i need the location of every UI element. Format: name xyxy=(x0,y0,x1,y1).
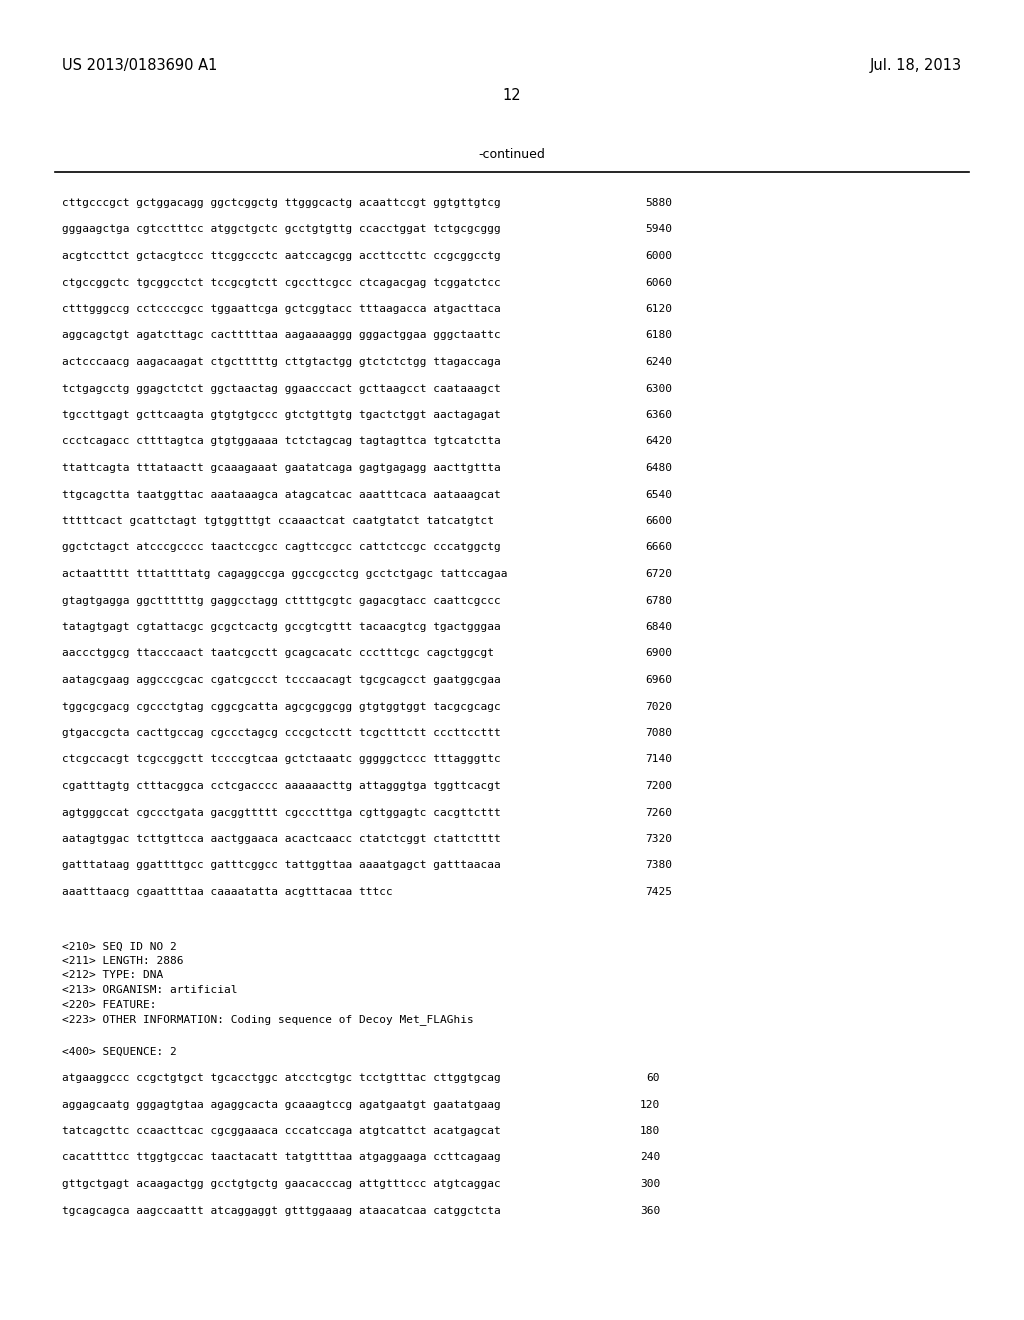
Text: atgaaggccc ccgctgtgct tgcacctggc atcctcgtgc tcctgtttac cttggtgcag: atgaaggccc ccgctgtgct tgcacctggc atcctcg… xyxy=(62,1073,501,1082)
Text: <210> SEQ ID NO 2: <210> SEQ ID NO 2 xyxy=(62,941,177,952)
Text: 6540: 6540 xyxy=(645,490,672,499)
Text: 6600: 6600 xyxy=(645,516,672,525)
Text: ttgcagctta taatggttac aaataaagca atagcatcac aaatttcaca aataaagcat: ttgcagctta taatggttac aaataaagca atagcat… xyxy=(62,490,501,499)
Text: 6420: 6420 xyxy=(645,437,672,446)
Text: ctttgggccg cctccccgcc tggaattcga gctcggtacc tttaagacca atgacttaca: ctttgggccg cctccccgcc tggaattcga gctcggt… xyxy=(62,304,501,314)
Text: cttgcccgct gctggacagg ggctcggctg ttgggcactg acaattccgt ggtgttgtcg: cttgcccgct gctggacagg ggctcggctg ttgggca… xyxy=(62,198,501,209)
Text: 120: 120 xyxy=(640,1100,660,1110)
Text: aatagcgaag aggcccgcac cgatcgccct tcccaacagt tgcgcagcct gaatggcgaa: aatagcgaag aggcccgcac cgatcgccct tcccaac… xyxy=(62,675,501,685)
Text: aaccctggcg ttacccaact taatcgcctt gcagcacatc ccctttcgc cagctggcgt: aaccctggcg ttacccaact taatcgcctt gcagcac… xyxy=(62,648,494,659)
Text: gatttataag ggattttgcc gatttcggcc tattggttaa aaaatgagct gatttaacaa: gatttataag ggattttgcc gatttcggcc tattggt… xyxy=(62,861,501,870)
Text: 6900: 6900 xyxy=(645,648,672,659)
Text: tctgagcctg ggagctctct ggctaactag ggaacccact gcttaagcct caataaagct: tctgagcctg ggagctctct ggctaactag ggaaccc… xyxy=(62,384,501,393)
Text: 240: 240 xyxy=(640,1152,660,1163)
Text: aggagcaatg gggagtgtaa agaggcacta gcaaagtccg agatgaatgt gaatatgaag: aggagcaatg gggagtgtaa agaggcacta gcaaagt… xyxy=(62,1100,501,1110)
Text: cgatttagtg ctttacggca cctcgacccc aaaaaacttg attagggtga tggttcacgt: cgatttagtg ctttacggca cctcgacccc aaaaaac… xyxy=(62,781,501,791)
Text: 7020: 7020 xyxy=(645,701,672,711)
Text: aaatttaacg cgaattttaa caaaatatta acgtttacaa tttcc: aaatttaacg cgaattttaa caaaatatta acgttta… xyxy=(62,887,393,898)
Text: 7140: 7140 xyxy=(645,755,672,764)
Text: 6780: 6780 xyxy=(645,595,672,606)
Text: <212> TYPE: DNA: <212> TYPE: DNA xyxy=(62,970,163,981)
Text: <223> OTHER INFORMATION: Coding sequence of Decoy Met_FLAGhis: <223> OTHER INFORMATION: Coding sequence… xyxy=(62,1014,474,1024)
Text: 7260: 7260 xyxy=(645,808,672,817)
Text: agtgggccat cgccctgata gacggttttt cgccctttga cgttggagtc cacgttcttt: agtgggccat cgccctgata gacggttttt cgccctt… xyxy=(62,808,501,817)
Text: 6360: 6360 xyxy=(645,411,672,420)
Text: ttattcagta tttataactt gcaaagaaat gaatatcaga gagtgagagg aacttgttta: ttattcagta tttataactt gcaaagaaat gaatatc… xyxy=(62,463,501,473)
Text: 7425: 7425 xyxy=(645,887,672,898)
Text: 6960: 6960 xyxy=(645,675,672,685)
Text: 7080: 7080 xyxy=(645,729,672,738)
Text: 6120: 6120 xyxy=(645,304,672,314)
Text: 6300: 6300 xyxy=(645,384,672,393)
Text: acgtccttct gctacgtccc ttcggccctc aatccagcgg accttccttc ccgcggcctg: acgtccttct gctacgtccc ttcggccctc aatccag… xyxy=(62,251,501,261)
Text: actcccaacg aagacaagat ctgctttttg cttgtactgg gtctctctgg ttagaccaga: actcccaacg aagacaagat ctgctttttg cttgtac… xyxy=(62,356,501,367)
Text: gtagtgagga ggcttttttg gaggcctagg cttttgcgtc gagacgtacc caattcgccc: gtagtgagga ggcttttttg gaggcctagg cttttgc… xyxy=(62,595,501,606)
Text: tggcgcgacg cgccctgtag cggcgcatta agcgcggcgg gtgtggtggt tacgcgcagc: tggcgcgacg cgccctgtag cggcgcatta agcgcgg… xyxy=(62,701,501,711)
Text: 5880: 5880 xyxy=(645,198,672,209)
Text: 7320: 7320 xyxy=(645,834,672,843)
Text: ggctctagct atcccgcccc taactccgcc cagttccgcc cattctccgc cccatggctg: ggctctagct atcccgcccc taactccgcc cagttcc… xyxy=(62,543,501,553)
Text: 360: 360 xyxy=(640,1205,660,1216)
Text: -continued: -continued xyxy=(478,148,546,161)
Text: gtgaccgcta cacttgccag cgccctagcg cccgctcctt tcgctttctt cccttccttt: gtgaccgcta cacttgccag cgccctagcg cccgctc… xyxy=(62,729,501,738)
Text: tgcagcagca aagccaattt atcaggaggt gtttggaaag ataacatcaa catggctcta: tgcagcagca aagccaattt atcaggaggt gtttgga… xyxy=(62,1205,501,1216)
Text: 5940: 5940 xyxy=(645,224,672,235)
Text: 6060: 6060 xyxy=(645,277,672,288)
Text: cacattttcc ttggtgccac taactacatt tatgttttaa atgaggaaga ccttcagaag: cacattttcc ttggtgccac taactacatt tatgttt… xyxy=(62,1152,501,1163)
Text: 6840: 6840 xyxy=(645,622,672,632)
Text: aatagtggac tcttgttcca aactggaaca acactcaacc ctatctcggt ctattctttt: aatagtggac tcttgttcca aactggaaca acactca… xyxy=(62,834,501,843)
Text: 7200: 7200 xyxy=(645,781,672,791)
Text: 6180: 6180 xyxy=(645,330,672,341)
Text: Jul. 18, 2013: Jul. 18, 2013 xyxy=(869,58,962,73)
Text: <400> SEQUENCE: 2: <400> SEQUENCE: 2 xyxy=(62,1047,177,1056)
Text: ctcgccacgt tcgccggctt tccccgtcaa gctctaaatc gggggctccc tttagggttc: ctcgccacgt tcgccggctt tccccgtcaa gctctaa… xyxy=(62,755,501,764)
Text: 6660: 6660 xyxy=(645,543,672,553)
Text: tttttcact gcattctagt tgtggtttgt ccaaactcat caatgtatct tatcatgtct: tttttcact gcattctagt tgtggtttgt ccaaactc… xyxy=(62,516,494,525)
Text: 6000: 6000 xyxy=(645,251,672,261)
Text: 6720: 6720 xyxy=(645,569,672,579)
Text: 300: 300 xyxy=(640,1179,660,1189)
Text: aggcagctgt agatcttagc cactttttaa aagaaaaggg gggactggaa gggctaattc: aggcagctgt agatcttagc cactttttaa aagaaaa… xyxy=(62,330,501,341)
Text: gttgctgagt acaagactgg gcctgtgctg gaacacccag attgtttccc atgtcaggac: gttgctgagt acaagactgg gcctgtgctg gaacacc… xyxy=(62,1179,501,1189)
Text: tatagtgagt cgtattacgc gcgctcactg gccgtcgttt tacaacgtcg tgactgggaa: tatagtgagt cgtattacgc gcgctcactg gccgtcg… xyxy=(62,622,501,632)
Text: ccctcagacc cttttagtca gtgtggaaaa tctctagcag tagtagttca tgtcatctta: ccctcagacc cttttagtca gtgtggaaaa tctctag… xyxy=(62,437,501,446)
Text: 7380: 7380 xyxy=(645,861,672,870)
Text: 6480: 6480 xyxy=(645,463,672,473)
Text: ctgccggctc tgcggcctct tccgcgtctt cgccttcgcc ctcagacgag tcggatctcc: ctgccggctc tgcggcctct tccgcgtctt cgccttc… xyxy=(62,277,501,288)
Text: 180: 180 xyxy=(640,1126,660,1137)
Text: 60: 60 xyxy=(646,1073,660,1082)
Text: US 2013/0183690 A1: US 2013/0183690 A1 xyxy=(62,58,217,73)
Text: <220> FEATURE:: <220> FEATURE: xyxy=(62,999,157,1010)
Text: tatcagcttc ccaacttcac cgcggaaaca cccatccaga atgtcattct acatgagcat: tatcagcttc ccaacttcac cgcggaaaca cccatcc… xyxy=(62,1126,501,1137)
Text: actaattttt tttattttatg cagaggccga ggccgcctcg gcctctgagc tattccagaa: actaattttt tttattttatg cagaggccga ggccgc… xyxy=(62,569,508,579)
Text: tgccttgagt gcttcaagta gtgtgtgccc gtctgttgtg tgactctggt aactagagat: tgccttgagt gcttcaagta gtgtgtgccc gtctgtt… xyxy=(62,411,501,420)
Text: <213> ORGANISM: artificial: <213> ORGANISM: artificial xyxy=(62,985,238,995)
Text: 12: 12 xyxy=(503,88,521,103)
Text: gggaagctga cgtcctttcc atggctgctc gcctgtgttg ccacctggat tctgcgcggg: gggaagctga cgtcctttcc atggctgctc gcctgtg… xyxy=(62,224,501,235)
Text: 6240: 6240 xyxy=(645,356,672,367)
Text: <211> LENGTH: 2886: <211> LENGTH: 2886 xyxy=(62,956,183,966)
